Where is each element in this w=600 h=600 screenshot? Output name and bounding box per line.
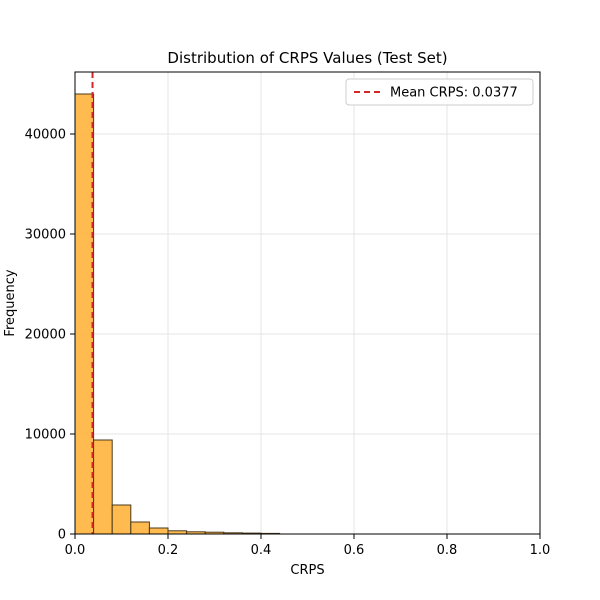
x-tick-label: 1.0 bbox=[530, 543, 551, 558]
chart-title: Distribution of CRPS Values (Test Set) bbox=[167, 49, 447, 67]
histogram-bar bbox=[93, 439, 113, 535]
y-axis-ticks: 0 10000 20000 30000 40000 bbox=[25, 128, 75, 543]
histogram-bar bbox=[130, 521, 150, 535]
y-axis-label: Frequency bbox=[3, 269, 18, 336]
histogram-bar bbox=[148, 527, 169, 535]
legend: Mean CRPS: 0.0377 bbox=[345, 78, 534, 106]
x-tick-label: 0.0 bbox=[65, 543, 86, 558]
y-tick-label: 20000 bbox=[25, 328, 66, 343]
y-tick-label: 10000 bbox=[25, 428, 66, 443]
x-tick-label: 0.2 bbox=[158, 543, 179, 558]
histogram-bar bbox=[74, 93, 95, 535]
y-tick-label: 40000 bbox=[25, 128, 66, 143]
x-axis-ticks: 0.0 0.2 0.4 0.6 0.8 1.0 bbox=[65, 534, 551, 558]
histogram-bar bbox=[111, 504, 132, 535]
x-tick-label: 0.6 bbox=[344, 543, 365, 558]
legend-label-mean-crps: Mean CRPS: 0.0377 bbox=[390, 86, 518, 101]
y-tick-label: 30000 bbox=[25, 228, 66, 243]
legend-box bbox=[345, 78, 534, 106]
y-tick-label: 0 bbox=[58, 528, 66, 543]
x-tick-label: 0.8 bbox=[437, 543, 458, 558]
x-axis-label: CRPS bbox=[290, 563, 324, 578]
grid-lines bbox=[74, 72, 541, 535]
axes-frame bbox=[74, 71, 541, 535]
x-tick-label: 0.4 bbox=[251, 543, 272, 558]
